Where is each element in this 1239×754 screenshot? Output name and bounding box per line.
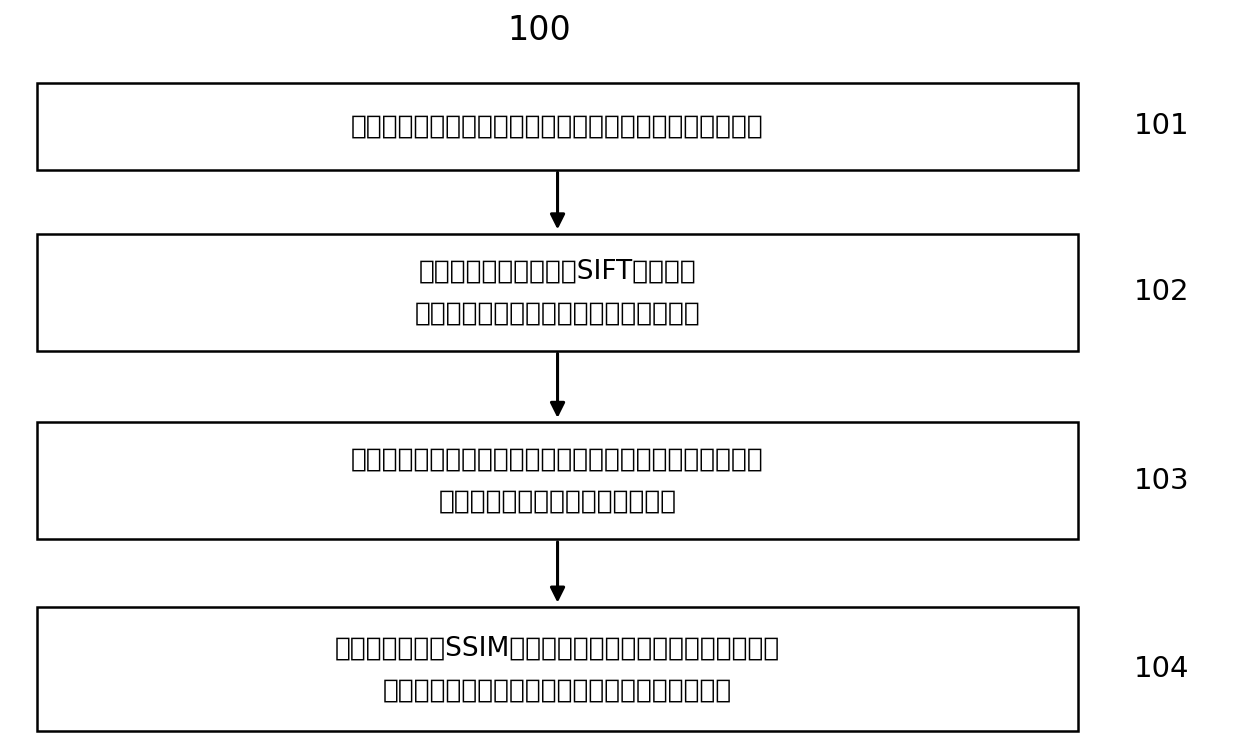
FancyBboxPatch shape xyxy=(37,234,1078,351)
Text: 103: 103 xyxy=(1134,467,1189,495)
Text: 基于图像对比算法，生成校准后的第二图像，以及确定所述
第一图像中与原始图像不同的区域: 基于图像对比算法，生成校准后的第二图像，以及确定所述 第一图像中与原始图像不同的… xyxy=(351,446,764,515)
Text: 104: 104 xyxy=(1134,655,1189,683)
FancyBboxPatch shape xyxy=(37,422,1078,539)
FancyBboxPatch shape xyxy=(37,607,1078,731)
Text: 实时采集自动拍摄上传的桥下空间图片，将其作为第一图像: 实时采集自动拍摄上传的桥下空间图片，将其作为第一图像 xyxy=(351,113,764,139)
Text: 102: 102 xyxy=(1134,278,1189,306)
Text: 101: 101 xyxy=(1134,112,1189,140)
Text: 基于结构相似性SSIM算法，对所述原始图像和第二图像进行
结构相似度测量，确定是否进行桥下空间监测预警: 基于结构相似性SSIM算法，对所述原始图像和第二图像进行 结构相似度测量，确定是… xyxy=(335,635,781,703)
Text: 100: 100 xyxy=(507,14,571,47)
Text: 基于尺度不变特征变换SIFT算法获取
所述第一图像和桥下空间原始图像匹配点: 基于尺度不变特征变换SIFT算法获取 所述第一图像和桥下空间原始图像匹配点 xyxy=(415,258,700,326)
FancyBboxPatch shape xyxy=(37,83,1078,170)
